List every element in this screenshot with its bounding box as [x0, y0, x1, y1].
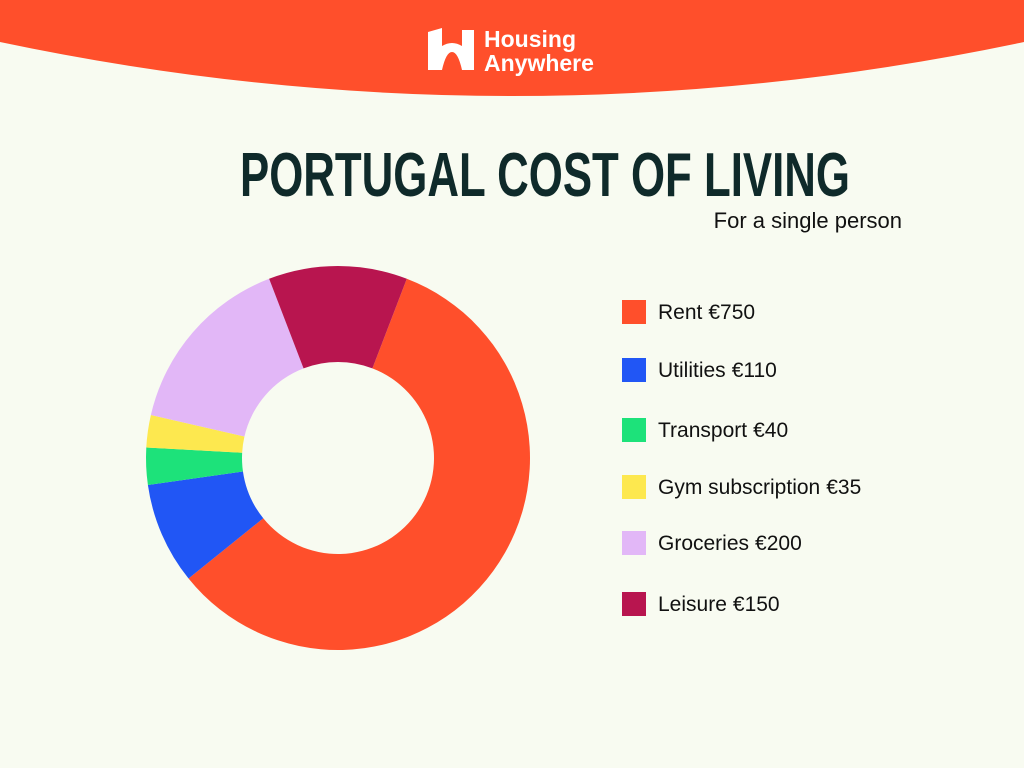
legend-value: €200: [755, 532, 802, 555]
legend-value: €110: [732, 359, 777, 382]
donut-slice: [146, 414, 245, 453]
legend-category: Groceries: [658, 532, 749, 555]
legend-value: €150: [733, 593, 780, 616]
header-band: [0, 0, 1024, 96]
donut-slice: [146, 447, 243, 485]
legend-swatch: [622, 358, 646, 382]
legend-label: Leisure €150: [658, 593, 780, 616]
chart-subtitle: For a single person: [714, 208, 902, 233]
legend-category: Gym subscription: [658, 476, 820, 499]
legend-swatch: [622, 300, 646, 324]
donut-slice: [147, 471, 264, 579]
legend-swatch: [622, 418, 646, 442]
legend-label: Groceries €200: [658, 532, 802, 555]
legend-swatch: [622, 531, 646, 555]
legend-value: €35: [826, 476, 861, 499]
legend-swatch: [622, 592, 646, 616]
brand-line: Housing: [484, 26, 576, 52]
donut-slice: [269, 266, 407, 369]
legend-value: €40: [753, 419, 788, 442]
legend-category: Utilities: [658, 359, 726, 382]
chart-title: PORTUGAL COST OF LIVING: [240, 141, 850, 210]
legend-label: Gym subscription €35: [658, 476, 861, 499]
legend-category: Transport: [658, 419, 747, 442]
legend-label: Utilities €110: [658, 359, 777, 382]
brand-line: Anywhere: [484, 50, 594, 76]
legend-value: €750: [708, 301, 755, 324]
logo-icon: [428, 28, 474, 70]
donut-slice: [150, 278, 304, 437]
legend-category: Leisure: [658, 593, 727, 616]
legend-swatch: [622, 475, 646, 499]
legend-label: Transport €40: [658, 419, 788, 442]
legend-label: Rent €750: [658, 301, 755, 324]
donut-slice: [188, 278, 530, 650]
legend-category: Rent: [658, 301, 703, 324]
